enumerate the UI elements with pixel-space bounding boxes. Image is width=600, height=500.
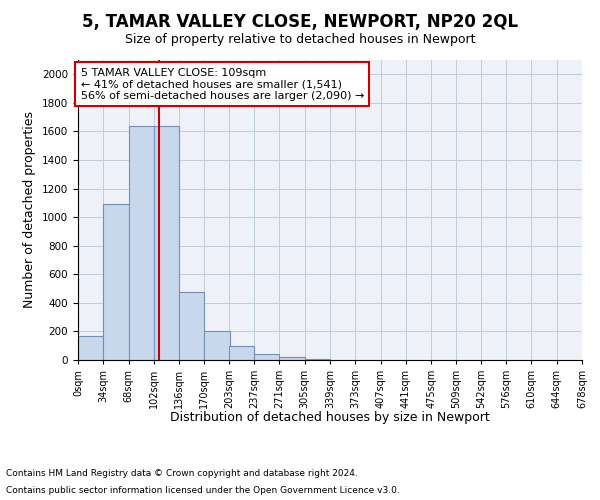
Bar <box>254 354 280 360</box>
Bar <box>305 358 330 360</box>
Text: Contains HM Land Registry data © Crown copyright and database right 2024.: Contains HM Land Registry data © Crown c… <box>6 468 358 477</box>
Text: Contains public sector information licensed under the Open Government Licence v3: Contains public sector information licen… <box>6 486 400 495</box>
Text: Size of property relative to detached houses in Newport: Size of property relative to detached ho… <box>125 32 475 46</box>
Bar <box>229 346 254 360</box>
Bar <box>103 204 128 360</box>
Text: 5 TAMAR VALLEY CLOSE: 109sqm
← 41% of detached houses are smaller (1,541)
56% of: 5 TAMAR VALLEY CLOSE: 109sqm ← 41% of de… <box>80 68 364 100</box>
Bar <box>78 336 103 360</box>
Bar <box>179 292 205 360</box>
Bar <box>280 357 305 360</box>
X-axis label: Distribution of detached houses by size in Newport: Distribution of detached houses by size … <box>170 411 490 424</box>
Bar <box>128 126 154 360</box>
Y-axis label: Number of detached properties: Number of detached properties <box>23 112 37 308</box>
Bar <box>154 126 179 360</box>
Bar <box>205 332 230 360</box>
Text: 5, TAMAR VALLEY CLOSE, NEWPORT, NP20 2QL: 5, TAMAR VALLEY CLOSE, NEWPORT, NP20 2QL <box>82 12 518 30</box>
